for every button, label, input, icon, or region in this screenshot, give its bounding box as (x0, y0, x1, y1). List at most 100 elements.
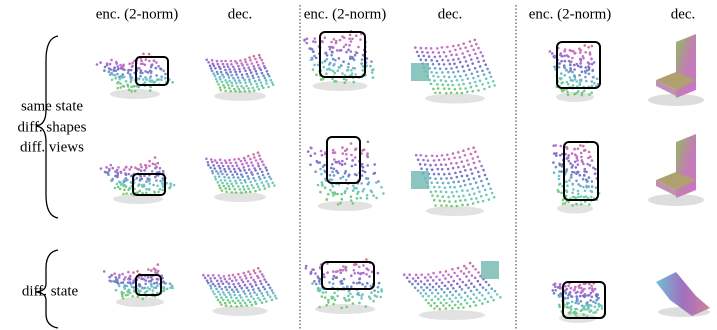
point (590, 304, 593, 307)
point (315, 57, 318, 60)
point (233, 291, 236, 294)
point (163, 286, 166, 289)
point (459, 199, 462, 202)
point (159, 180, 162, 183)
point (132, 282, 135, 285)
point (564, 67, 567, 70)
point (254, 272, 257, 275)
point (245, 162, 248, 165)
point (591, 45, 594, 48)
point (453, 62, 456, 65)
point (160, 78, 163, 81)
point (265, 82, 268, 85)
point (338, 66, 341, 69)
point (225, 191, 228, 194)
point (353, 187, 356, 190)
point (559, 145, 562, 148)
point (219, 293, 222, 296)
point (333, 38, 336, 41)
point (352, 302, 355, 305)
point (345, 79, 348, 82)
point (355, 34, 358, 37)
point (224, 302, 227, 305)
point (320, 150, 323, 153)
point (110, 72, 113, 75)
row-label: diff. views (20, 139, 84, 155)
point (482, 185, 485, 188)
point (579, 284, 582, 287)
point (424, 276, 427, 279)
point (265, 281, 268, 284)
point (120, 172, 123, 175)
point (477, 280, 480, 283)
point (237, 185, 240, 188)
point (129, 187, 132, 190)
point (261, 84, 264, 87)
point (452, 195, 455, 198)
point (156, 185, 159, 188)
point (235, 161, 238, 164)
point (147, 268, 150, 271)
point (366, 154, 369, 157)
point (567, 83, 570, 86)
point (472, 49, 475, 52)
point (403, 273, 406, 276)
point (478, 292, 481, 295)
point (350, 74, 353, 77)
point (233, 168, 236, 171)
point (234, 180, 237, 183)
point (240, 182, 243, 185)
point (430, 304, 433, 307)
point (321, 295, 324, 298)
point (247, 75, 250, 78)
point (439, 67, 442, 70)
point (218, 274, 221, 277)
point (261, 72, 264, 75)
point (474, 150, 477, 153)
point (480, 165, 483, 168)
point (324, 36, 327, 39)
point (457, 44, 460, 47)
point (471, 90, 474, 93)
point (586, 180, 589, 183)
point (553, 65, 556, 68)
point (475, 197, 478, 200)
point (354, 164, 357, 167)
point (459, 171, 462, 174)
point (458, 195, 461, 198)
point (343, 46, 346, 49)
point (336, 49, 339, 52)
point (220, 179, 223, 182)
point (228, 274, 231, 277)
point (141, 192, 144, 195)
point (272, 83, 275, 86)
point (239, 81, 242, 84)
point (440, 190, 443, 193)
point (567, 156, 570, 159)
point (453, 280, 456, 283)
point (469, 262, 472, 265)
point (577, 90, 580, 93)
point (350, 154, 353, 157)
point (593, 82, 596, 85)
point (232, 66, 235, 69)
point (263, 187, 266, 190)
point (263, 176, 266, 179)
point (243, 79, 246, 82)
point (341, 146, 344, 149)
point (583, 196, 586, 199)
point (252, 164, 255, 167)
point (441, 83, 444, 86)
point (152, 184, 155, 187)
point (323, 276, 326, 279)
point (220, 303, 223, 306)
point (313, 280, 316, 283)
point (114, 170, 117, 173)
point (365, 258, 368, 261)
point (173, 184, 176, 187)
point (462, 149, 465, 152)
point (433, 173, 436, 176)
point (210, 67, 213, 70)
point (414, 46, 417, 49)
point (140, 170, 143, 173)
